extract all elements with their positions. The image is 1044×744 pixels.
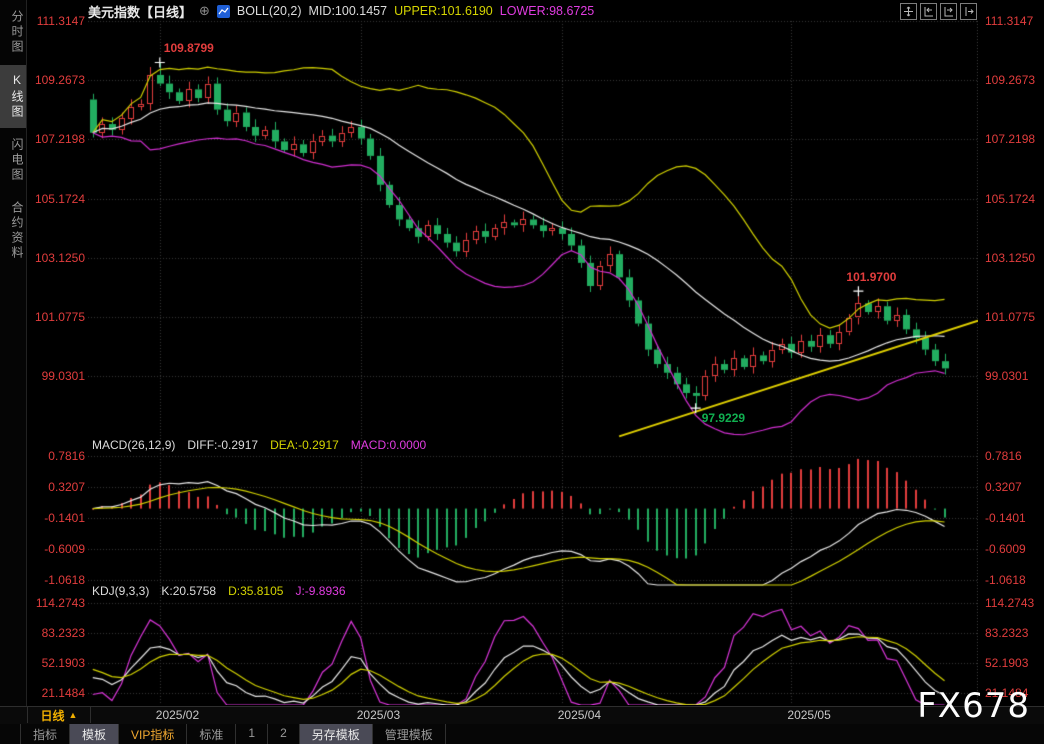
toolbar-item-slot-1[interactable]: 1: [236, 724, 269, 744]
y-axis-tick-left: -1.0618: [44, 573, 85, 587]
sidebar-item-time-chart[interactable]: 分时图: [10, 10, 24, 55]
y-axis-tick-right: 101.0775: [985, 310, 1036, 324]
toolbar-item-save-template[interactable]: 另存模板: [299, 724, 373, 744]
y-axis-tick-right: -0.1401: [985, 511, 1026, 525]
y-axis-tick-left: 107.2198: [34, 132, 85, 147]
x-axis-band: [0, 706, 1044, 725]
macd-diff-value: DIFF:-0.2917: [187, 438, 259, 452]
kdj-k-value: K:20.5758: [161, 584, 217, 598]
y-axis-tick-right: 105.1724: [985, 191, 1036, 206]
chart-tools: [900, 3, 977, 20]
chart-header: 美元指数【日线】 ⊕ BOLL(20,2) MID:100.1457 UPPER…: [88, 2, 594, 20]
kdj-d-value: D:35.8105: [228, 584, 284, 598]
kdj-name: KDJ(9,3,3): [92, 584, 150, 598]
toolbar-item-indicators[interactable]: 指标: [20, 724, 71, 744]
expand-x-axis-icon[interactable]: [940, 3, 957, 20]
y-axis-tick-left: 114.2743: [35, 596, 85, 610]
y-axis-tick-right: 111.3147: [985, 14, 1034, 28]
y-axis-tick-left: 99.0301: [41, 369, 85, 384]
macd-pane-header: MACD(26,12,9) DIFF:-0.2917 DEA:-0.2917 M…: [92, 438, 426, 452]
macd-bar-value: MACD:0.0000: [350, 438, 427, 452]
toolbar-item-standard[interactable]: 标准: [187, 724, 237, 744]
y-axis-tick-right: 83.2323: [985, 626, 1029, 640]
period-selector[interactable]: 日线 ▲: [27, 707, 91, 723]
y-axis-tick-right: 107.2198: [985, 132, 1036, 147]
y-axis-tick-left: 0.7816: [48, 449, 85, 463]
macd-name: MACD(26,12,9): [92, 438, 176, 452]
chart-mode-sidebar: 分时图 K线图 闪电图 合约资料: [0, 0, 27, 706]
y-axis-tick-left: 111.3147: [36, 14, 85, 28]
y-axis-tick-left: -0.1401: [44, 511, 85, 525]
sidebar-item-lightning-chart[interactable]: 闪电图: [10, 138, 24, 183]
toolbar-item-slot-2[interactable]: 2: [268, 724, 300, 744]
bottom-toolbar: 指标 模板 VIP指标 标准 1 2 另存模板 管理模板: [0, 724, 1044, 744]
y-axis-tick-right: 52.1903: [985, 656, 1029, 670]
y-axis-tick-right: 103.1250: [985, 250, 1036, 265]
toolbar-item-manage-templates[interactable]: 管理模板: [373, 724, 446, 744]
toolbar-item-templates[interactable]: 模板: [70, 724, 120, 744]
boll-mid-value: MID:100.1457: [308, 4, 388, 18]
add-indicator-icon[interactable]: ⊕: [199, 3, 210, 18]
period-label: 日线: [40, 708, 65, 723]
macd-dea-value: DEA:-0.2917: [270, 438, 339, 452]
chart-canvas[interactable]: [88, 8, 978, 705]
y-axis-tick-right: -1.0618: [985, 573, 1026, 587]
boll-label: BOLL(20,2): [236, 4, 302, 18]
y-axis-tick-left: 101.0775: [34, 310, 85, 324]
sidebar-item-kline-chart[interactable]: K线图: [0, 65, 26, 128]
boll-upper-value: UPPER:101.6190: [394, 4, 493, 18]
y-axis-tick-right: 109.2673: [985, 73, 1036, 88]
y-axis-tick-right: 114.2743: [985, 596, 1035, 610]
toolbar-item-vip-indicators[interactable]: VIP指标: [119, 724, 188, 744]
compress-x-axis-icon[interactable]: [920, 3, 937, 20]
y-axis-tick-left: 0.3207: [48, 480, 85, 494]
pan-icon[interactable]: [900, 3, 917, 20]
period-arrow-icon: ▲: [68, 710, 78, 720]
y-axis-tick-right: 0.7816: [985, 449, 1022, 463]
kdj-pane-header: KDJ(9,3,3) K:20.5758 D:35.8105 J:-9.8936: [92, 584, 346, 598]
y-axis-tick-right: 99.0301: [985, 369, 1029, 384]
y-axis-tick-left: 21.1484: [41, 686, 85, 700]
shift-right-icon[interactable]: [960, 3, 977, 20]
boll-lower-value: LOWER:98.6725: [499, 4, 595, 18]
fx678-watermark: FX678: [917, 686, 1030, 726]
y-axis-tick-left: 105.1724: [34, 191, 85, 206]
sidebar-item-contract-info[interactable]: 合约资料: [10, 201, 24, 261]
y-axis-tick-right: -0.6009: [985, 542, 1026, 556]
y-axis-tick-left: 109.2673: [34, 73, 85, 88]
y-axis-tick-left: -0.6009: [44, 542, 85, 556]
instrument-title: 美元指数【日线】: [88, 4, 193, 20]
y-axis-tick-left: 83.2323: [41, 626, 85, 640]
y-axis-tick-right: 0.3207: [985, 480, 1022, 494]
y-axis-tick-left: 52.1903: [41, 656, 85, 670]
indicator-chart-icon[interactable]: [216, 4, 230, 18]
kdj-j-value: J:-9.8936: [295, 584, 346, 598]
y-axis-tick-left: 103.1250: [34, 250, 85, 265]
